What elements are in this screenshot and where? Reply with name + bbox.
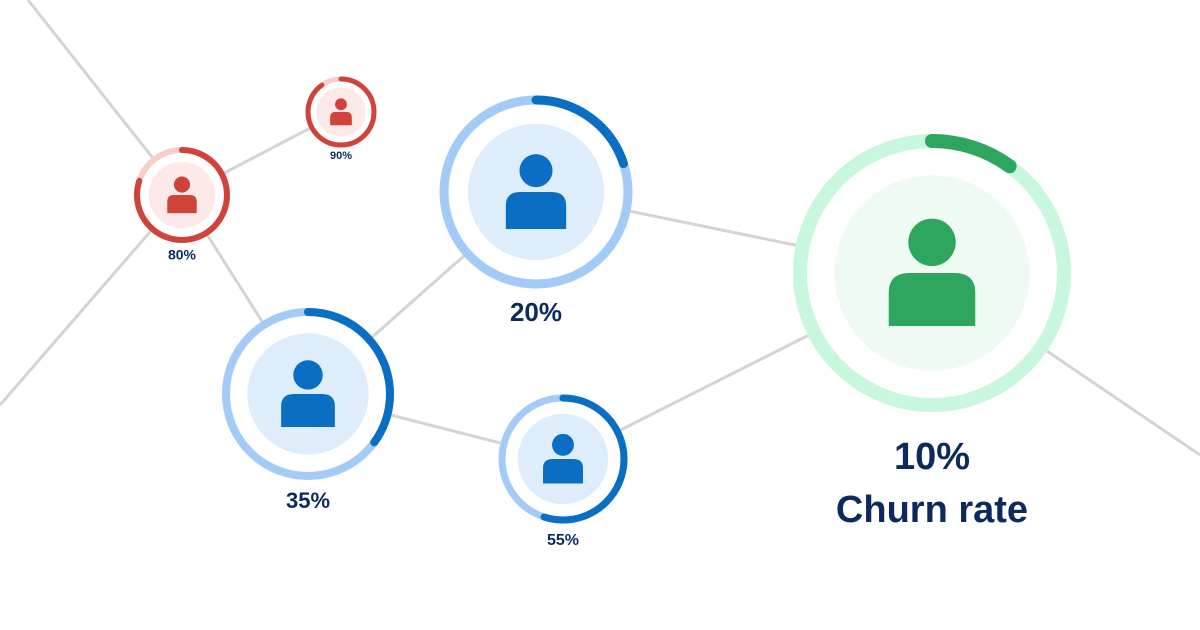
person-head — [335, 98, 347, 111]
person-body — [167, 195, 197, 214]
person-head — [908, 218, 956, 267]
person-body — [330, 112, 352, 126]
progress-arc — [793, 134, 1071, 412]
node: 55% — [498, 394, 628, 549]
node-label: 55% — [547, 532, 579, 549]
node-caption: Churn rate — [836, 489, 1028, 531]
progress-arc — [439, 95, 633, 289]
node: 90% — [305, 76, 377, 162]
node-label: 20% — [510, 297, 562, 327]
node: 10% Churn rate — [793, 134, 1071, 531]
node: 35% — [222, 308, 394, 513]
person-head — [173, 176, 191, 193]
person-body — [543, 459, 583, 484]
person-head — [293, 360, 323, 390]
person-head — [552, 433, 574, 456]
person-head — [519, 154, 553, 188]
node-label: 90% — [330, 150, 352, 162]
progress-arc — [305, 76, 377, 148]
progress-arc — [498, 394, 628, 524]
progress-arc — [134, 147, 230, 243]
progress-arc — [222, 308, 394, 480]
node: 80% — [134, 147, 230, 263]
person-body — [281, 394, 335, 427]
node-label: 10% — [894, 436, 970, 478]
person-body — [505, 192, 567, 229]
node-label: 35% — [286, 488, 330, 513]
node: 20% — [439, 95, 633, 327]
person-body — [888, 273, 976, 327]
node-label: 80% — [168, 247, 197, 263]
